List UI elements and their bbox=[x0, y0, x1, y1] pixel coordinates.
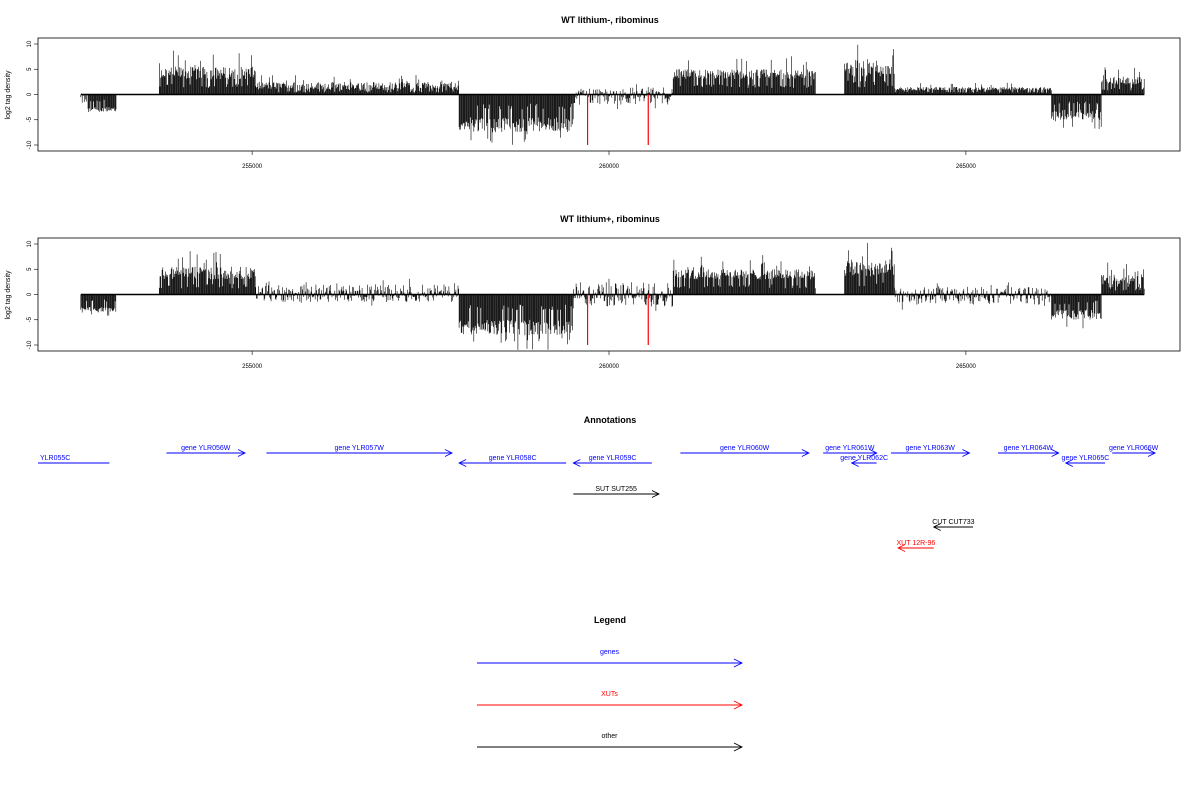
annotation-feature: gene YLR061W bbox=[823, 445, 878, 457]
legend-label: XUTs bbox=[601, 691, 618, 698]
x-tick-label: 265000 bbox=[956, 364, 977, 370]
feature-label: gene YLR056W bbox=[181, 445, 231, 452]
density-bars bbox=[80, 242, 1145, 350]
density-panel-lithium-minus: WT lithium-, ribominus log2 tag density … bbox=[5, 15, 1181, 170]
feature-label: SUT SUT255 bbox=[595, 486, 637, 493]
feature-label: YLR055C bbox=[40, 455, 70, 462]
annotation-feature: CUT CUT733 bbox=[932, 519, 975, 531]
annotation-feature: YLR055C bbox=[38, 455, 110, 464]
arrow-head bbox=[962, 449, 971, 457]
panel-title: WT lithium+, ribominus bbox=[560, 214, 660, 224]
y-axis: -10 -5 0 5 10 bbox=[27, 40, 38, 149]
panel-title: WT lithium-, ribominus bbox=[561, 15, 659, 25]
y-tick-label: -5 bbox=[27, 316, 33, 322]
feature-label: gene YLR057W bbox=[335, 445, 385, 452]
arrow-head bbox=[932, 523, 941, 531]
annotation-feature: gene YLR059C bbox=[572, 455, 652, 467]
feature-label: gene YLR066W bbox=[1109, 445, 1159, 452]
x-tick-label: 265000 bbox=[956, 164, 977, 170]
y-axis-label: log2 tag density bbox=[5, 70, 12, 120]
legend: Legend genes XUTs other bbox=[477, 615, 744, 752]
y-axis: -10 -5 0 5 10 bbox=[27, 240, 38, 349]
annotation-feature: XUT 12R-96 bbox=[897, 540, 936, 552]
marker-lines bbox=[586, 94, 649, 145]
annotation-feature: gene YLR065C bbox=[1062, 455, 1110, 467]
legend-entry: other bbox=[477, 733, 744, 752]
arrow-head bbox=[850, 459, 859, 467]
feature-label: gene YLR058C bbox=[489, 455, 537, 462]
arrow-head bbox=[897, 544, 906, 552]
y-tick-label: 0 bbox=[27, 292, 33, 296]
x-tick-label: 255000 bbox=[242, 164, 263, 170]
density-panel-lithium-plus: WT lithium+, ribominus log2 tag density … bbox=[5, 214, 1181, 370]
annotations-track: Annotations YLR055C gene YLR056W gene YLR0… bbox=[38, 415, 1159, 552]
feature-label: gene YLR059C bbox=[589, 455, 637, 462]
marker-lines bbox=[586, 294, 649, 345]
y-tick-label: 10 bbox=[27, 40, 33, 47]
annotation-feature: gene YLR056W bbox=[166, 445, 246, 457]
feature-label: gene YLR065C bbox=[1062, 455, 1110, 462]
density-bar-series bbox=[80, 242, 1145, 350]
annotation-feature: gene YLR066W bbox=[1109, 445, 1159, 457]
annotation-features: YLR055C gene YLR056W gene YLR057W gene YLR0… bbox=[38, 445, 1159, 552]
annotation-feature: gene YLR057W bbox=[266, 445, 453, 457]
annotation-feature: gene YLR058C bbox=[458, 455, 567, 467]
annotation-feature: gene YLR064W bbox=[997, 445, 1060, 457]
x-tick-label: 255000 bbox=[242, 364, 263, 370]
legend-entry: genes bbox=[477, 649, 744, 668]
y-tick-label: 0 bbox=[27, 92, 33, 96]
arrow-head bbox=[869, 449, 878, 457]
y-tick-label: -5 bbox=[27, 116, 33, 122]
density-bar-series bbox=[80, 44, 1145, 145]
y-axis-label: log2 tag density bbox=[5, 270, 12, 320]
feature-label: XUT 12R-96 bbox=[897, 540, 936, 547]
feature-label: gene YLR064W bbox=[1004, 445, 1054, 452]
feature-label: gene YLR062C bbox=[840, 455, 888, 462]
arrow-head bbox=[651, 490, 660, 498]
arrow-head bbox=[1147, 449, 1157, 457]
annotation-feature: gene YLR063W bbox=[890, 445, 971, 457]
x-tick-label: 260000 bbox=[599, 364, 620, 370]
arrow-head bbox=[237, 449, 246, 457]
density-bars bbox=[80, 44, 1145, 145]
x-axis: 255000 260000 265000 bbox=[242, 151, 977, 170]
legend-title: Legend bbox=[594, 615, 626, 625]
legend-label: genes bbox=[600, 649, 620, 656]
y-tick-label: -10 bbox=[27, 340, 33, 349]
feature-label: gene YLR063W bbox=[906, 445, 956, 452]
arrow-head bbox=[801, 449, 810, 457]
arrow-head bbox=[733, 658, 744, 668]
arrow-head bbox=[733, 700, 744, 710]
arrow-head bbox=[1064, 459, 1074, 467]
feature-label: gene YLR060W bbox=[720, 445, 770, 452]
y-tick-label: 5 bbox=[27, 67, 33, 71]
arrow-head bbox=[1051, 449, 1060, 457]
x-tick-label: 260000 bbox=[599, 164, 620, 170]
arrow-head bbox=[458, 459, 467, 467]
annotation-feature: gene YLR062C bbox=[840, 455, 888, 467]
legend-label: other bbox=[602, 733, 619, 740]
legend-entries: genes XUTs other bbox=[477, 649, 744, 752]
feature-label: CUT CUT733 bbox=[932, 519, 974, 526]
arrow-head bbox=[733, 742, 744, 752]
y-tick-label: 10 bbox=[27, 240, 33, 247]
y-tick-label: 5 bbox=[27, 267, 33, 271]
y-tick-label: -10 bbox=[27, 140, 33, 149]
annotation-feature: gene YLR060W bbox=[680, 445, 810, 457]
arrow-head bbox=[444, 449, 453, 457]
x-axis: 255000 260000 265000 bbox=[242, 351, 977, 370]
arrow-head bbox=[572, 459, 581, 467]
annotation-feature: SUT SUT255 bbox=[573, 486, 660, 498]
annotations-title: Annotations bbox=[584, 415, 637, 425]
legend-entry: XUTs bbox=[477, 691, 744, 710]
feature-label: gene YLR061W bbox=[825, 445, 875, 452]
